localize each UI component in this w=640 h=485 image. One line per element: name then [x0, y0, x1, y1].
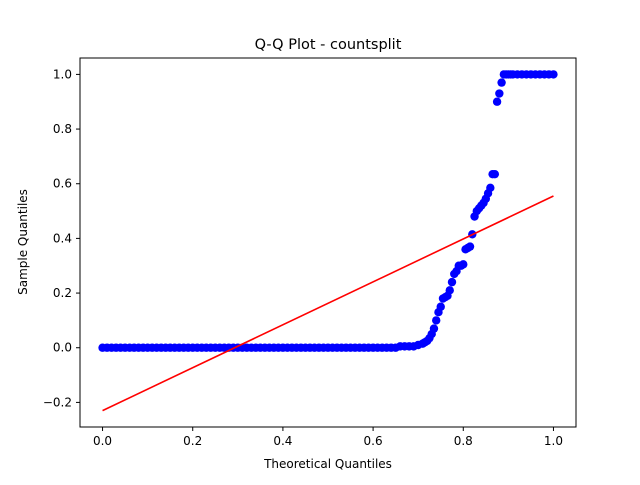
sample-quantile-point [492, 97, 502, 106]
y-tick-label: 0.0 [53, 341, 72, 355]
x-tick-label: 0.8 [454, 434, 473, 448]
y-tick-label: 0.8 [53, 122, 72, 136]
sample-quantile-point [432, 316, 441, 325]
sample-quantile-point [486, 183, 495, 193]
sample-quantile-point [429, 324, 439, 333]
y-tick-label: 0.6 [53, 177, 72, 191]
plot-layer [98, 70, 558, 412]
x-tick-label: 0.2 [183, 434, 202, 448]
x-tick-label: 0.6 [364, 434, 383, 448]
reference-line [102, 195, 554, 412]
y-tick-label: 0.2 [53, 286, 72, 300]
y-axis-label: Sample Quantiles [16, 189, 30, 295]
sample-quantile-point [436, 302, 445, 311]
y-tick-label: −0.2 [43, 395, 72, 409]
sample-quantile-point [447, 277, 457, 287]
sample-quantile-point [495, 89, 504, 98]
x-axis-ticks: 0.0 0.2 0.4 0.6 0.8 1.0 [93, 427, 563, 448]
sample-quantile-point [549, 70, 558, 79]
x-tick-label: 0.4 [273, 434, 292, 448]
x-tick-label: 1.0 [544, 434, 563, 448]
y-tick-label: 1.0 [53, 67, 72, 81]
sample-quantile-point [445, 286, 454, 295]
sample-quantile-point [459, 260, 468, 269]
sample-quantile-point [490, 169, 500, 179]
sample-quantile-point [465, 242, 475, 251]
axes-frame [79, 57, 577, 428]
y-axis-ticks: −0.2 0.0 0.2 0.4 0.6 0.8 1.0 [43, 67, 80, 409]
y-tick-label: 0.4 [53, 231, 72, 245]
chart-title: Q-Q Plot - countsplit [255, 37, 402, 53]
sample-quantile-point [497, 78, 506, 87]
x-axis-label: Theoretical Quantiles [263, 457, 392, 471]
x-tick-label: 0.0 [93, 434, 112, 448]
